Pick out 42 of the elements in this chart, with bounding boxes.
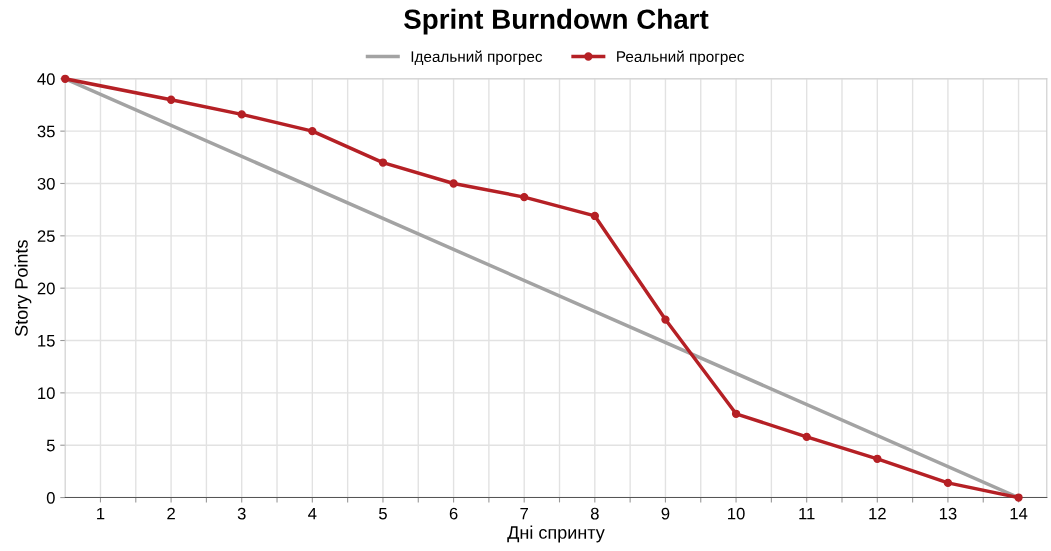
x-tick-label: 9	[661, 507, 670, 520]
x-tick-label: 5	[378, 507, 387, 520]
y-tick-label: 35	[37, 125, 55, 138]
x-tick-label: 10	[728, 507, 745, 520]
y-tick-label: 10	[38, 387, 55, 400]
point	[590, 211, 599, 221]
point	[802, 432, 811, 442]
point	[378, 158, 388, 167]
chart-title: Sprint Burndown Chart	[404, 8, 709, 35]
point	[449, 179, 458, 188]
y-axis-title: Story Points	[14, 240, 32, 337]
y-tick-label: 40	[37, 73, 55, 85]
y-tick-label: 25	[37, 230, 55, 243]
point	[166, 95, 176, 104]
legend-label: Ідеальний прогрес	[411, 50, 543, 66]
point	[60, 74, 70, 83]
point	[520, 192, 529, 202]
point	[1014, 493, 1023, 502]
x-tick-label: 14	[1010, 507, 1028, 520]
x-tick-label: 11	[799, 507, 815, 520]
x-tick-label: 3	[237, 507, 246, 520]
x-tick-label: 2	[167, 507, 175, 520]
y-tick-label: 20	[37, 282, 55, 295]
x-tick-label: 4	[308, 507, 317, 520]
x-tick-label: 6	[449, 507, 458, 520]
x-tick-label: 13	[939, 507, 957, 520]
x-tick-label: 8	[590, 507, 599, 520]
y-tick-label: 30	[37, 177, 55, 190]
x-tick-label: 1	[97, 507, 105, 520]
point	[308, 126, 317, 136]
x-tick-label: 12	[869, 507, 886, 520]
x-tick-label: 7	[520, 507, 528, 520]
x-axis-title: Дні спринту	[507, 525, 605, 543]
point	[943, 478, 953, 488]
point	[661, 315, 670, 324]
y-tick-label: 5	[46, 439, 55, 452]
y-tick-label: 0	[46, 491, 55, 504]
legend-label: Реальний прогрес	[617, 50, 745, 66]
point	[731, 409, 741, 418]
point	[873, 454, 882, 463]
point	[237, 110, 246, 119]
y-tick-label: 15	[38, 335, 55, 347]
